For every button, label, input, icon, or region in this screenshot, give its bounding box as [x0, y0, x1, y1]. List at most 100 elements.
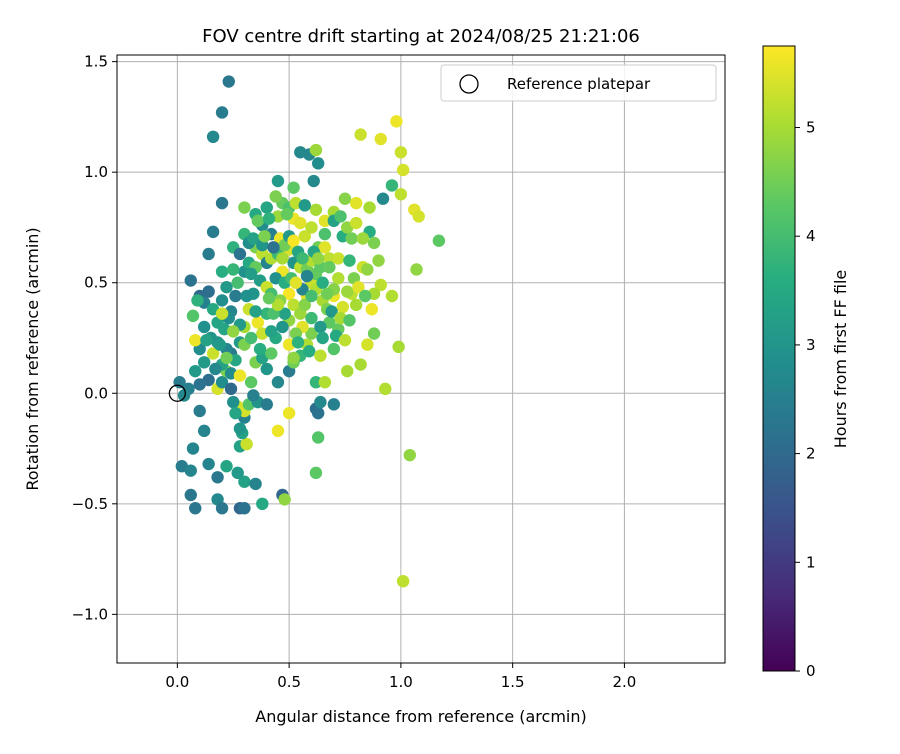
scatter-point	[338, 192, 352, 205]
scatter-point	[367, 236, 381, 250]
scatter-point	[396, 163, 410, 177]
scatter-point	[191, 294, 204, 307]
scatter-point	[202, 285, 215, 298]
scatter-point	[233, 422, 247, 435]
scatter-point	[197, 356, 211, 369]
scatter-point	[287, 351, 300, 365]
scatter-point	[309, 466, 323, 480]
scatter-point	[323, 252, 336, 265]
scatter-point	[177, 389, 191, 402]
colorbar-tick-label: 2	[806, 445, 816, 463]
scatter-point	[374, 132, 387, 146]
scatter-point	[316, 276, 329, 289]
y-axis: −1.0 −0.5 0.0 0.5 1.0 1.5	[72, 53, 117, 623]
legend-box	[440, 64, 717, 102]
chart-title: FOV centre drift starting at 2024/08/25 …	[202, 26, 640, 47]
scatter-point	[345, 232, 358, 245]
x-axis: 0.0 0.5 1.0 1.5 2.0	[165, 663, 636, 691]
scatter-point	[307, 174, 320, 188]
scatter-point	[361, 263, 374, 276]
scatter-point	[349, 216, 363, 230]
scatter-point	[311, 431, 325, 444]
scatter-point	[247, 389, 260, 402]
scatter-point	[193, 404, 206, 418]
y-tick-label: −1.0	[72, 605, 108, 623]
scatter-point	[365, 303, 379, 316]
scatter-point	[186, 309, 200, 323]
scatter-point	[327, 342, 341, 356]
scatter-point	[282, 287, 296, 300]
y-tick-label: 1.0	[84, 163, 108, 181]
scatter-point	[412, 210, 425, 223]
scatter-point	[206, 130, 220, 144]
scatter-point	[244, 376, 258, 389]
colorbar: 0 1 2 3 4 5 Hours from first FF file	[762, 45, 850, 680]
scatter-point	[314, 349, 327, 362]
scatter-point	[305, 327, 318, 340]
scatter-point	[249, 477, 262, 491]
x-tick-label: 1.5	[501, 673, 525, 691]
scatter-point	[294, 216, 307, 230]
scatter-point	[271, 424, 285, 438]
scatter-point	[349, 196, 363, 210]
scatter-point	[184, 274, 197, 287]
scatter-point	[332, 272, 345, 285]
scatter-point	[220, 280, 233, 294]
scatter-point	[394, 146, 408, 159]
colorbar-tick-label: 0	[806, 662, 816, 680]
scatter-point	[211, 471, 224, 484]
scatter-point	[189, 334, 202, 347]
y-axis-label: Rotation from reference (arcmin)	[23, 227, 42, 490]
x-axis-label: Angular distance from reference (arcmin)	[255, 707, 586, 726]
scatter-point	[410, 263, 423, 276]
scatter-point	[186, 442, 200, 455]
scatter-point	[287, 181, 300, 194]
scatter-point	[318, 376, 332, 389]
scatter-point	[354, 128, 367, 141]
scatter-point	[233, 369, 247, 382]
scatter-point	[309, 143, 323, 157]
scatter-point	[390, 115, 403, 128]
scatter-point	[276, 320, 289, 334]
plot-frame	[116, 54, 726, 664]
x-tick-label: 2.0	[612, 673, 636, 691]
scatter-point	[262, 292, 276, 305]
scatter-point	[238, 475, 251, 488]
scatter-point	[372, 254, 385, 267]
scatter-point	[269, 190, 282, 203]
scatter-point	[311, 406, 325, 420]
scatter-point	[251, 316, 265, 329]
scatter-point	[287, 298, 300, 312]
scatter-point	[251, 214, 265, 228]
scatter-point	[341, 364, 354, 378]
scatter-point	[318, 241, 332, 254]
scatter-point	[240, 289, 253, 303]
scatter-point	[396, 574, 410, 588]
colorbar-tick-label: 3	[806, 336, 816, 354]
scatter-point	[231, 276, 244, 289]
scatter-point	[338, 334, 352, 347]
scatter-point	[265, 347, 278, 360]
scatter-point	[202, 457, 215, 471]
scatter-point	[361, 338, 374, 351]
scatter-point	[356, 232, 370, 245]
scatter-point	[367, 327, 381, 340]
scatter-point	[215, 196, 229, 210]
scatter-point	[238, 502, 251, 515]
scatter-point	[336, 300, 349, 314]
scatter-point	[287, 234, 300, 247]
scatter-point	[247, 232, 260, 245]
scatter-point	[305, 221, 318, 234]
scatter-point	[229, 289, 242, 303]
scatter-point	[349, 298, 363, 312]
scatter-point	[215, 502, 229, 515]
colorbar-ticks: 0 1 2 3 4 5	[795, 119, 816, 680]
scatter-point	[332, 252, 345, 265]
scatter-point	[206, 347, 220, 360]
scatter-point	[341, 285, 354, 298]
scatter-point	[253, 342, 267, 356]
scatter-point	[200, 334, 213, 347]
scatter-point	[197, 320, 211, 334]
scatter-point	[215, 294, 229, 307]
scatter-point	[343, 254, 356, 267]
